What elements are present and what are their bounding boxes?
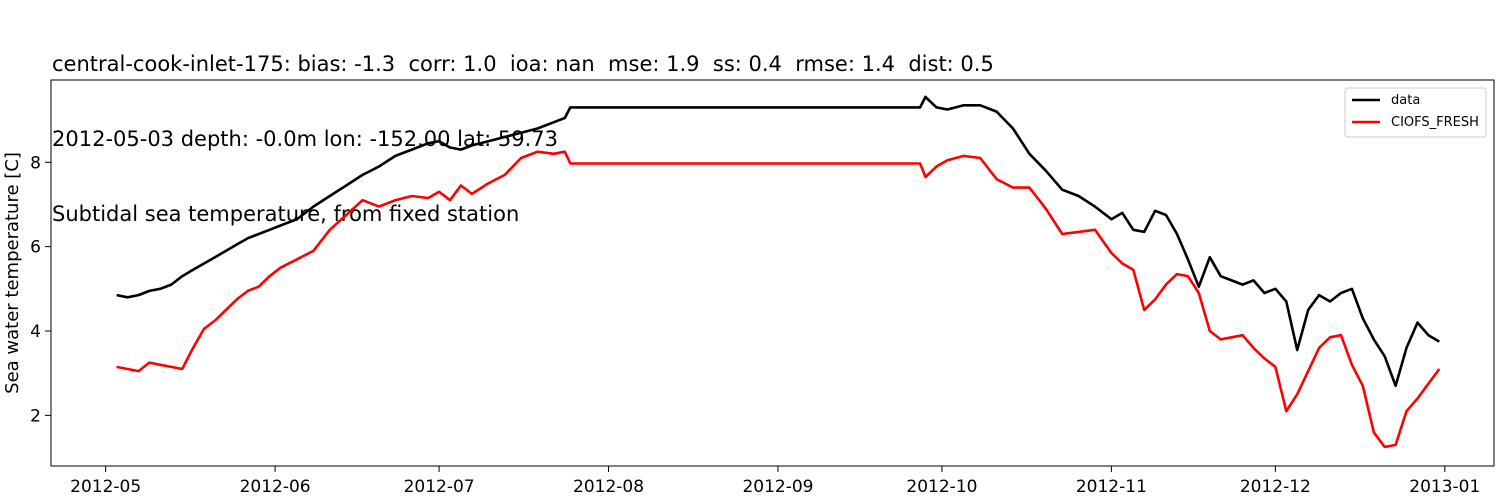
x-tick-label: 2012-09: [742, 477, 813, 497]
y-tick-label: 6: [30, 238, 41, 258]
y-tick-label: 2: [30, 406, 41, 426]
legend-label-ciofs-fresh: CIOFS_FRESH: [1391, 115, 1479, 130]
legend-box: [1344, 87, 1487, 138]
x-tick-label: 2012-11: [1076, 477, 1147, 497]
series-line-data: [116, 95, 1440, 388]
x-tick-label: 2012-08: [573, 477, 644, 497]
series-line-ciofs-fresh: [116, 150, 1441, 449]
x-tick-label: 2012-07: [404, 477, 475, 497]
plot-frame: [50, 79, 1495, 467]
x-tick-label: 2012-05: [70, 477, 141, 497]
title-line-1: central-cook-inlet-175: bias: -1.3 corr:…: [52, 52, 994, 76]
y-tick-label: 8: [30, 153, 41, 173]
y-tick-label: 4: [30, 322, 41, 342]
x-axis-ticks: 2012-05 2012-06 2012-07 2012-08 2012-09 2012-…: [70, 466, 1480, 497]
x-tick-label: 2012-12: [1240, 477, 1311, 497]
y-axis-ticks: 2 4 6 8: [30, 153, 51, 426]
legend-label-data: data: [1391, 93, 1420, 108]
x-tick-label: 2012-10: [906, 477, 977, 497]
x-tick-label: 2013-01: [1409, 477, 1480, 497]
y-axis-label: Sea water temperature [C]: [2, 152, 23, 394]
series-layer: [116, 95, 1441, 449]
x-tick-label: 2012-06: [240, 477, 311, 497]
legend: data CIOFS_FRESH: [1344, 87, 1487, 138]
